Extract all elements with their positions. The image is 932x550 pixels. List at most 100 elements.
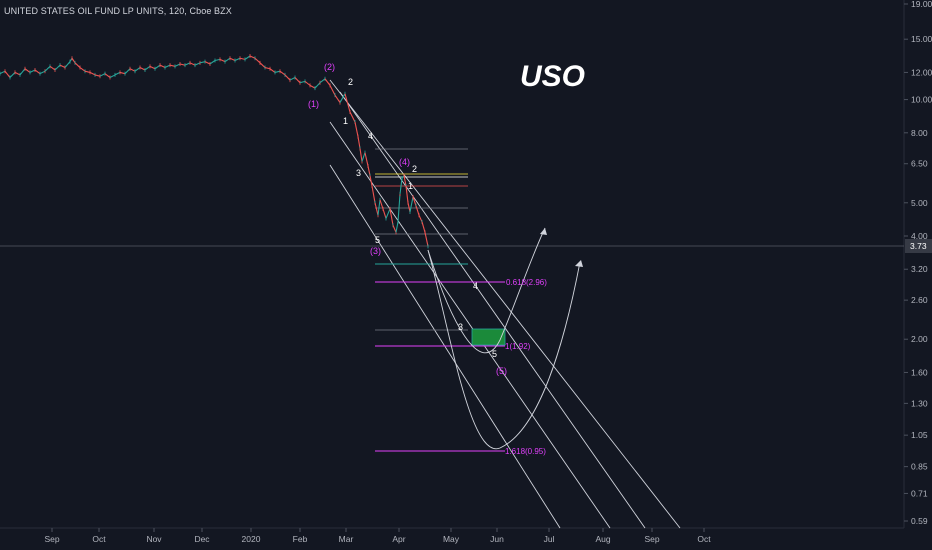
time-tick-label: 2020 [242,534,261,544]
fib-label: 0.618(2.96) [506,278,547,287]
price-segment [184,62,191,66]
price-segment [264,67,271,70]
wave-label: 4 [473,281,478,291]
price-tick-label: 6.50 [911,159,928,169]
price-segment [154,64,161,70]
price-segment [0,70,6,75]
price-segment [374,202,379,216]
price-segment [94,74,101,77]
price-tick-label: 1.60 [911,367,928,377]
price-segment [244,55,251,60]
annotation-title: USO [520,60,586,93]
price-segment [164,64,171,69]
target-zone [471,328,506,346]
price-segment [412,196,417,206]
time-tick-label: Sep [644,534,659,544]
price-tick-label: 0.85 [911,462,928,472]
price-segment [415,205,420,216]
price-segment [385,208,391,219]
price-segment [289,76,296,81]
price-segment [19,68,26,76]
time-tick-label: Jul [544,534,555,544]
price-segment [64,61,71,68]
wave-label: 5 [492,349,497,359]
time-tick-label: Sep [44,534,59,544]
time-axis-labels: Sep Oct Nov Dec 2020 Feb Mar Apr May Jun Jul Aug Sep… [44,528,711,544]
price-tick-label: 15.00 [911,34,932,44]
price-segment [354,121,359,137]
price-segment [194,62,201,66]
price-segment [209,60,216,65]
price-segment [234,57,241,62]
time-tick-label: Dec [194,534,210,544]
price-segment [24,68,31,73]
price-segment [204,61,211,65]
price-segment [294,77,301,84]
descending-channel [329,79,681,529]
fib-labels: 0.618(2.96) 1(1.92) 1.618(0.95) [505,278,547,456]
arrowhead-large [575,260,583,267]
price-tick-label: 10.00 [911,95,932,105]
channel-line-lower [329,164,561,529]
price-tick-label: 1.05 [911,430,928,440]
price-segment [104,73,111,78]
channel-line-middle-lower [329,121,611,529]
wave-label: 1 [408,181,413,191]
current-price-value: 3.73 [910,241,927,251]
price-tick-label: 0.59 [911,516,928,526]
projection-paths [427,227,581,450]
price-segment [4,70,11,78]
projection-path-large [427,249,581,450]
price-segment [129,68,136,72]
wave-label: 3 [356,168,361,178]
time-tick-label: Aug [595,534,610,544]
price-segment [409,196,414,213]
wave-label-major: (4) [399,157,410,167]
price-segment [424,232,429,247]
price-segment [379,199,384,210]
price-tick-label: 0.71 [911,488,928,498]
price-segment [392,225,397,233]
price-segment [274,70,281,73]
price-segment [397,194,401,222]
price-segment [74,62,81,68]
time-tick-label: Oct [92,534,106,544]
time-tick-label: May [443,534,460,544]
time-tick-label: Apr [392,534,405,544]
wave-label: 1 [343,116,348,126]
price-segment [329,85,336,96]
wave-label-major: (1) [308,99,319,109]
price-segment [421,221,426,233]
price-segment [399,178,403,195]
price-segment [29,69,36,73]
price-tick-label: 19.00 [911,0,932,9]
price-segment [79,67,86,72]
price-segment [179,63,186,66]
price-segment [219,58,226,63]
wave-label: 4 [368,131,373,141]
price-segment [224,57,231,63]
wave-label: 2 [348,77,353,87]
price-segment [229,57,236,62]
price-segment [279,70,286,76]
price-segment [304,80,311,86]
wave-label-major: (2) [324,62,335,72]
price-segment [124,68,131,75]
wave-label-major: (5) [496,366,507,376]
wave-label: 5 [375,235,380,245]
price-segment [114,71,121,76]
wave-label: 2 [412,164,417,174]
price-segment [339,93,346,103]
price-segment [119,71,126,75]
price-segment [377,199,381,216]
price-segment [249,55,256,59]
current-price-tag [905,239,932,253]
price-tick-label: 8.00 [911,128,928,138]
price-segment [39,70,46,75]
price-segment [54,64,61,71]
fib-label: 1(1.92) [505,342,531,351]
price-tick-label: 5.00 [911,198,928,208]
price-segment [169,64,176,67]
price-segment [44,65,51,72]
